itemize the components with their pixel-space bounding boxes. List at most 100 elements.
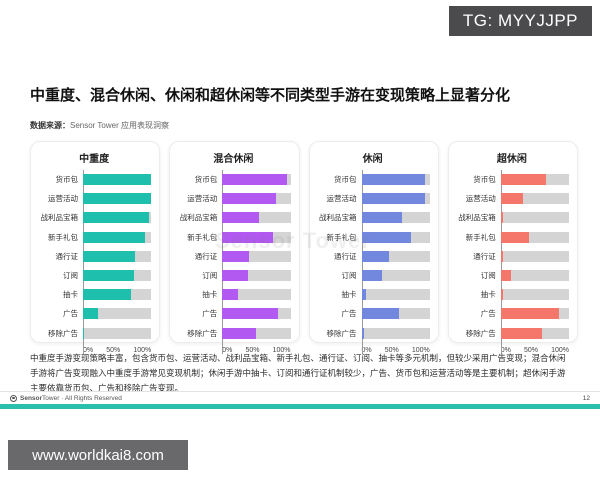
x-tick: 0% xyxy=(500,346,511,354)
bar-fill xyxy=(361,327,364,339)
bar-track xyxy=(222,250,291,262)
bar-row: 货币包 xyxy=(316,170,430,189)
bar-fill xyxy=(83,174,152,186)
bar-track xyxy=(222,308,291,320)
bar-fill xyxy=(222,308,279,320)
bar-row: 新手礼包 xyxy=(176,228,291,247)
bar-fill xyxy=(500,250,504,262)
bar-fill xyxy=(83,270,135,282)
bar-track xyxy=(83,250,152,262)
bar-track xyxy=(222,231,291,243)
chart-panel: 休闲 货币包 运营活动 战利品宝箱 新手礼包 通行证 订阅 抽卡 广告 移除广告 0% 50% 10… xyxy=(308,141,439,354)
bar-fill xyxy=(222,289,238,301)
bar-row: 货币包 xyxy=(176,170,291,189)
x-axis: 0% 50% 100% xyxy=(362,347,430,354)
bars-area: 货币包 运营活动 战利品宝箱 新手礼包 通行证 订阅 抽卡 广告 移除广告 xyxy=(176,170,291,343)
bar-track xyxy=(83,212,152,224)
bar-fill xyxy=(222,174,288,186)
bar-row: 抽卡 xyxy=(176,285,291,304)
bar-row: 运营活动 xyxy=(316,189,430,208)
bar-label: 战利品宝箱 xyxy=(319,213,357,223)
bar-fill xyxy=(83,193,151,205)
bar-fill xyxy=(361,289,367,301)
bar-track xyxy=(83,231,152,243)
bar-label: 抽卡 xyxy=(202,290,218,300)
bar-fill xyxy=(222,327,257,339)
bar-fill xyxy=(361,193,425,205)
bar-label: 订阅 xyxy=(480,271,496,281)
bar-track xyxy=(222,289,291,301)
bar-row: 广告 xyxy=(37,304,152,323)
bar-fill xyxy=(500,212,503,224)
bar-row: 运营活动 xyxy=(455,189,569,208)
bar-row: 通行证 xyxy=(455,247,569,266)
bar-label: 新手礼包 xyxy=(48,232,78,242)
bars-area: 货币包 运营活动 战利品宝箱 新手礼包 通行证 订阅 抽卡 广告 移除广告 xyxy=(316,170,430,343)
bar-track xyxy=(222,327,291,339)
bar-label: 抽卡 xyxy=(341,290,357,300)
bar-fill xyxy=(222,193,277,205)
bars-area: 货币包 运营活动 战利品宝箱 新手礼包 通行证 订阅 抽卡 广告 移除广告 xyxy=(455,170,569,343)
bar-row: 新手礼包 xyxy=(455,228,569,247)
bar-row: 通行证 xyxy=(316,247,430,266)
bar-track xyxy=(500,308,569,320)
bar-track xyxy=(83,289,152,301)
bar-label: 通行证 xyxy=(334,251,357,261)
panel-title: 休闲 xyxy=(362,154,383,165)
bar-row: 订阅 xyxy=(37,266,152,285)
bar-track xyxy=(222,193,291,205)
bar-fill xyxy=(361,231,412,243)
bar-row: 订阅 xyxy=(176,266,291,285)
bar-label: 移除广告 xyxy=(465,328,496,338)
bar-fill xyxy=(83,308,98,320)
bar-label: 运营活动 xyxy=(187,194,218,204)
x-axis: 0% 50% 100% xyxy=(501,347,569,354)
footer-brand-rest: Tower · All Rights Reserved xyxy=(42,394,122,402)
y-axis-line xyxy=(500,170,502,354)
bar-fill xyxy=(83,289,131,301)
bar-row: 抽卡 xyxy=(37,285,152,304)
bar-fill xyxy=(222,231,273,243)
bar-label: 移除广告 xyxy=(187,328,218,338)
x-tick: 100% xyxy=(551,346,569,354)
data-source-line: 数据来源：Sensor Tower 应用表现洞察 xyxy=(30,120,169,131)
bar-row: 抽卡 xyxy=(316,285,430,304)
bar-label: 抽卡 xyxy=(63,290,78,300)
bar-label: 新手礼包 xyxy=(326,232,357,242)
bar-fill xyxy=(361,250,390,262)
bar-track xyxy=(83,327,152,339)
bar-row: 移除广告 xyxy=(316,324,430,343)
bar-track xyxy=(500,231,569,243)
bar-fill xyxy=(500,308,560,320)
bar-row: 战利品宝箱 xyxy=(37,208,152,227)
bar-label: 订阅 xyxy=(63,271,78,281)
bar-label: 广告 xyxy=(202,309,218,319)
x-tick: 0% xyxy=(361,346,372,354)
bar-row: 货币包 xyxy=(455,170,569,189)
bar-label: 运营活动 xyxy=(326,194,357,204)
x-axis: 0% 50% 100% xyxy=(83,347,151,354)
bar-label: 抽卡 xyxy=(480,290,496,300)
bar-label: 通行证 xyxy=(55,251,79,261)
bar-row: 抽卡 xyxy=(455,285,569,304)
data-source-value: Sensor Tower 应用表现洞察 xyxy=(70,121,169,130)
bar-track xyxy=(361,308,430,320)
bar-fill xyxy=(361,270,382,282)
bar-fill xyxy=(222,212,260,224)
bar-label: 货币包 xyxy=(194,175,218,185)
y-axis-line xyxy=(83,170,84,354)
x-tick: 0% xyxy=(83,346,94,354)
bar-label: 货币包 xyxy=(55,175,79,185)
bar-track xyxy=(83,270,152,282)
bar-label: 战利品宝箱 xyxy=(179,213,218,223)
bar-label: 运营活动 xyxy=(465,194,496,204)
x-tick: 50% xyxy=(523,346,538,354)
bar-track xyxy=(361,270,430,282)
bar-row: 战利品宝箱 xyxy=(176,208,291,227)
bar-fill xyxy=(500,193,524,205)
bar-row: 移除广告 xyxy=(176,324,291,343)
x-tick: 100% xyxy=(133,346,152,354)
bar-track xyxy=(83,174,152,186)
bar-track xyxy=(500,174,569,186)
bar-label: 广告 xyxy=(341,309,357,319)
